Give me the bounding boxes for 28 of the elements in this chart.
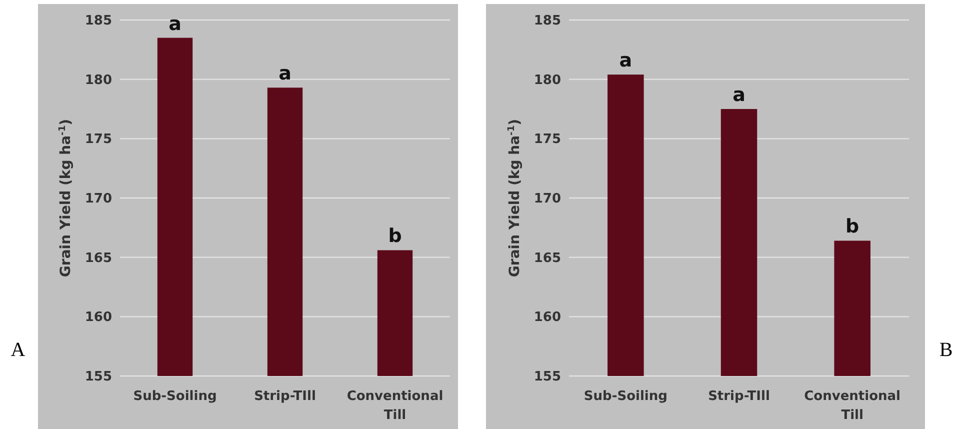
y-tick-label: 155	[534, 370, 561, 385]
y-tick-label: 170	[84, 192, 112, 207]
y-tick-label: 185	[534, 14, 561, 29]
x-tick-label: Sub-Soiling	[133, 389, 217, 404]
y-tick-label: 180	[84, 72, 112, 88]
annotation: a	[278, 62, 292, 85]
text: B	[939, 339, 953, 361]
x-tick-label: Conventional Till	[346, 389, 444, 423]
text: A	[10, 339, 26, 361]
y-tick-label: 165	[84, 250, 112, 266]
y-tick-label: 180	[534, 72, 561, 88]
y-tick-label: 165	[534, 250, 561, 266]
annotation: a	[168, 12, 182, 35]
annotation: a	[732, 84, 746, 106]
annotation: a	[619, 50, 632, 72]
y-tick-label: 175	[84, 132, 112, 148]
y-tick-label: 160	[534, 310, 561, 326]
x-tick-label: Strip-TIll	[708, 389, 770, 404]
y-tick-label: 155	[84, 370, 112, 385]
annotation: b	[388, 225, 402, 248]
x-tick-label: Sub-Soiling	[584, 389, 668, 404]
x-tick-label: Conventional Till	[804, 389, 901, 423]
y-tick-label: 185	[84, 14, 112, 29]
y-tick-label: 170	[534, 192, 561, 207]
annotation: b	[846, 216, 860, 238]
y-tick-label: 175	[534, 132, 561, 148]
y-tick-label: 160	[84, 310, 112, 326]
x-tick-label: Strip-TIll	[254, 389, 316, 404]
